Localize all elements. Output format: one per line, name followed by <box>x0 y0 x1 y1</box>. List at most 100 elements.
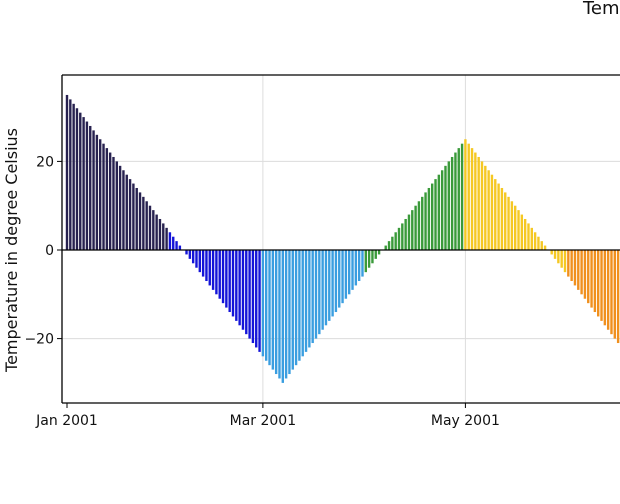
bar <box>427 187 431 250</box>
bar <box>520 214 524 250</box>
bar <box>294 250 298 366</box>
bar <box>278 250 281 379</box>
bar <box>553 250 557 259</box>
bar <box>557 250 560 264</box>
bar <box>371 250 374 264</box>
y-tick-label: −20 <box>24 332 54 348</box>
bar <box>460 143 464 250</box>
bar <box>321 250 324 330</box>
bar <box>122 170 125 250</box>
bar <box>112 156 115 250</box>
bar <box>284 250 288 379</box>
bar <box>324 250 328 326</box>
y-tick-label: 20 <box>36 154 54 170</box>
bar <box>500 187 504 250</box>
bar <box>205 250 208 282</box>
bar <box>424 192 427 250</box>
bar <box>580 250 583 295</box>
bar <box>510 201 514 250</box>
bar <box>391 236 394 250</box>
bar <box>125 174 128 250</box>
bar <box>245 250 248 335</box>
bar <box>85 121 89 250</box>
bar <box>238 250 241 326</box>
bar <box>291 250 294 370</box>
bar <box>583 250 587 299</box>
bar <box>168 232 172 250</box>
bar <box>364 250 367 273</box>
bar <box>165 227 168 250</box>
bar <box>172 236 175 250</box>
bar <box>301 250 304 357</box>
bar <box>610 250 613 335</box>
bar <box>517 210 520 250</box>
bar <box>138 192 142 250</box>
bars <box>65 94 620 383</box>
bar <box>72 103 75 250</box>
bar <box>344 250 348 299</box>
bar <box>208 250 211 286</box>
bar <box>69 99 72 250</box>
bar <box>527 223 530 250</box>
bar <box>162 223 165 250</box>
y-axis-label: Temperature in degree Celsius <box>2 128 21 373</box>
bar <box>185 250 188 255</box>
bar <box>484 165 487 250</box>
bar <box>377 250 381 255</box>
bar <box>211 250 215 290</box>
bar <box>228 250 231 313</box>
bar <box>348 250 351 295</box>
bar <box>530 227 533 250</box>
bar <box>457 148 460 250</box>
bar <box>155 214 158 250</box>
bar <box>444 165 447 250</box>
bar <box>308 250 311 348</box>
bar <box>108 152 112 250</box>
bar <box>198 250 201 273</box>
bar <box>215 250 218 295</box>
bar <box>288 250 291 375</box>
bar <box>407 214 411 250</box>
bar <box>587 250 590 304</box>
bar <box>318 250 321 335</box>
bar <box>338 250 341 308</box>
bar <box>447 161 450 250</box>
bar <box>414 205 417 250</box>
bar <box>201 250 205 277</box>
x-tick-label: May 2001 <box>431 413 500 429</box>
bar <box>175 241 178 250</box>
bar <box>218 250 221 299</box>
bar <box>89 125 92 250</box>
bar <box>231 250 235 317</box>
bar <box>128 179 132 250</box>
bar <box>487 170 490 250</box>
axes: −20 0 20 Jan 2001 Mar 2001 May 2001 <box>24 74 620 429</box>
bar <box>148 205 152 250</box>
bar <box>540 241 543 250</box>
bar <box>102 143 105 250</box>
bar <box>118 165 122 250</box>
bar <box>132 183 135 250</box>
bar <box>387 241 391 250</box>
bar <box>82 117 85 250</box>
bar <box>152 210 155 250</box>
bar <box>603 250 607 326</box>
bar <box>258 250 261 352</box>
bar <box>497 183 500 250</box>
bar <box>178 245 182 250</box>
bar <box>251 250 255 344</box>
bar <box>92 130 95 250</box>
bar <box>255 250 258 348</box>
bar <box>606 250 610 330</box>
bar <box>145 201 148 250</box>
bar <box>494 179 497 250</box>
bar <box>417 201 421 250</box>
bar <box>563 250 567 273</box>
bar <box>560 250 563 268</box>
bar <box>298 250 301 361</box>
bar <box>361 250 364 277</box>
bar <box>75 108 79 251</box>
bar <box>440 170 444 250</box>
bar <box>351 250 354 290</box>
